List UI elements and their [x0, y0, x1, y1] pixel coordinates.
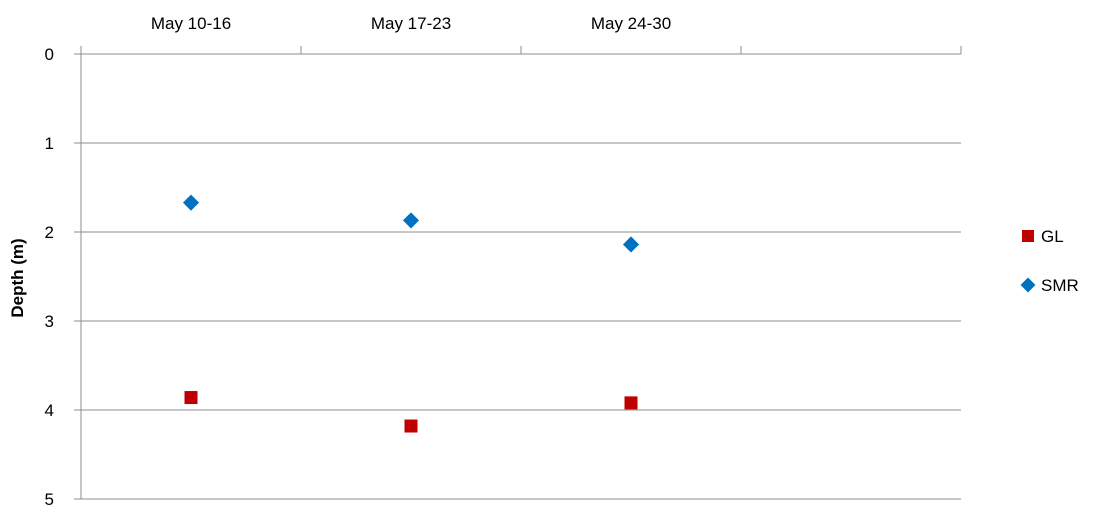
y-tick-label: 5 [45, 490, 54, 509]
y-tick-labels: 0 1 2 3 4 5 [45, 45, 54, 509]
data-point-smr [402, 212, 420, 229]
legend: GL SMR [1020, 227, 1079, 295]
y-axis-title: Depth (m) [8, 238, 27, 317]
data-point-gl [184, 391, 198, 405]
axis-layer [74, 46, 962, 500]
data-point-gl [624, 396, 638, 410]
y-tick-label: 3 [45, 312, 54, 331]
data-point-smr [182, 194, 200, 211]
x-tick-label: May 10-16 [151, 14, 231, 33]
x-tick-label: May 24-30 [591, 14, 671, 33]
legend-label-smr: SMR [1041, 276, 1079, 295]
x-tick-labels: May 10-16 May 17-23 May 24-30 [151, 14, 671, 33]
data-points [182, 194, 640, 433]
y-tick-label: 1 [45, 134, 54, 153]
data-point-gl [404, 419, 418, 433]
legend-marker-gl [1022, 230, 1034, 242]
grid-layer [81, 142, 961, 500]
y-tick-label: 2 [45, 223, 54, 242]
data-point-smr [622, 236, 640, 253]
legend-marker-smr [1020, 277, 1036, 293]
legend-label-gl: GL [1041, 227, 1064, 246]
y-tick-label: 0 [45, 45, 54, 64]
x-tick-label: May 17-23 [371, 14, 451, 33]
y-tick-label: 4 [45, 401, 54, 420]
